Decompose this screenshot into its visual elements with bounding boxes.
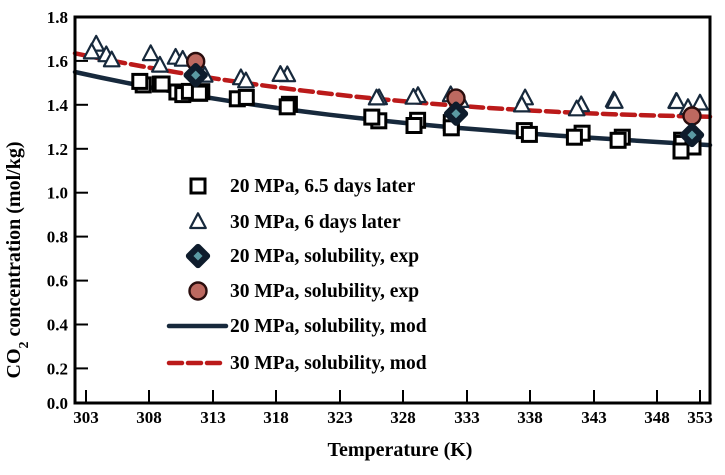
svg-text:30 MPa, solubility, exp: 30 MPa, solubility, exp: [230, 281, 419, 302]
svg-text:0.6: 0.6: [47, 272, 68, 291]
svg-text:338: 338: [517, 408, 543, 427]
svg-text:1.0: 1.0: [47, 184, 68, 203]
svg-text:0.8: 0.8: [47, 228, 68, 247]
svg-text:20 MPa, 6.5 days later: 20 MPa, 6.5 days later: [230, 176, 416, 197]
svg-text:343: 343: [581, 408, 607, 427]
svg-text:313: 313: [200, 408, 226, 427]
svg-text:323: 323: [327, 408, 353, 427]
svg-text:348: 348: [644, 408, 670, 427]
svg-text:30 MPa, 6 days later: 30 MPa, 6 days later: [230, 212, 401, 233]
svg-text:0.4: 0.4: [47, 316, 69, 335]
svg-text:1.4: 1.4: [47, 96, 69, 115]
svg-text:308: 308: [136, 408, 162, 427]
svg-text:1.8: 1.8: [47, 8, 68, 27]
svg-text:1.2: 1.2: [47, 140, 68, 159]
svg-text:328: 328: [390, 408, 416, 427]
svg-text:333: 333: [454, 408, 480, 427]
svg-text:CO2 concentration (mol/kg): CO2 concentration (mol/kg): [3, 142, 32, 379]
svg-text:353: 353: [687, 408, 713, 427]
svg-text:30 MPa, solubility, mod: 30 MPa, solubility, mod: [230, 353, 427, 374]
svg-text:0.2: 0.2: [47, 359, 68, 378]
svg-text:0.0: 0.0: [47, 394, 68, 413]
svg-text:20 MPa, solubility, mod: 20 MPa, solubility, mod: [230, 316, 427, 337]
svg-text:303: 303: [73, 408, 99, 427]
svg-text:Temperature (K): Temperature (K): [328, 439, 473, 461]
svg-text:20 MPa, solubility, exp: 20 MPa, solubility, exp: [230, 246, 419, 267]
svg-text:318: 318: [263, 408, 289, 427]
svg-text:1.6: 1.6: [47, 52, 68, 71]
